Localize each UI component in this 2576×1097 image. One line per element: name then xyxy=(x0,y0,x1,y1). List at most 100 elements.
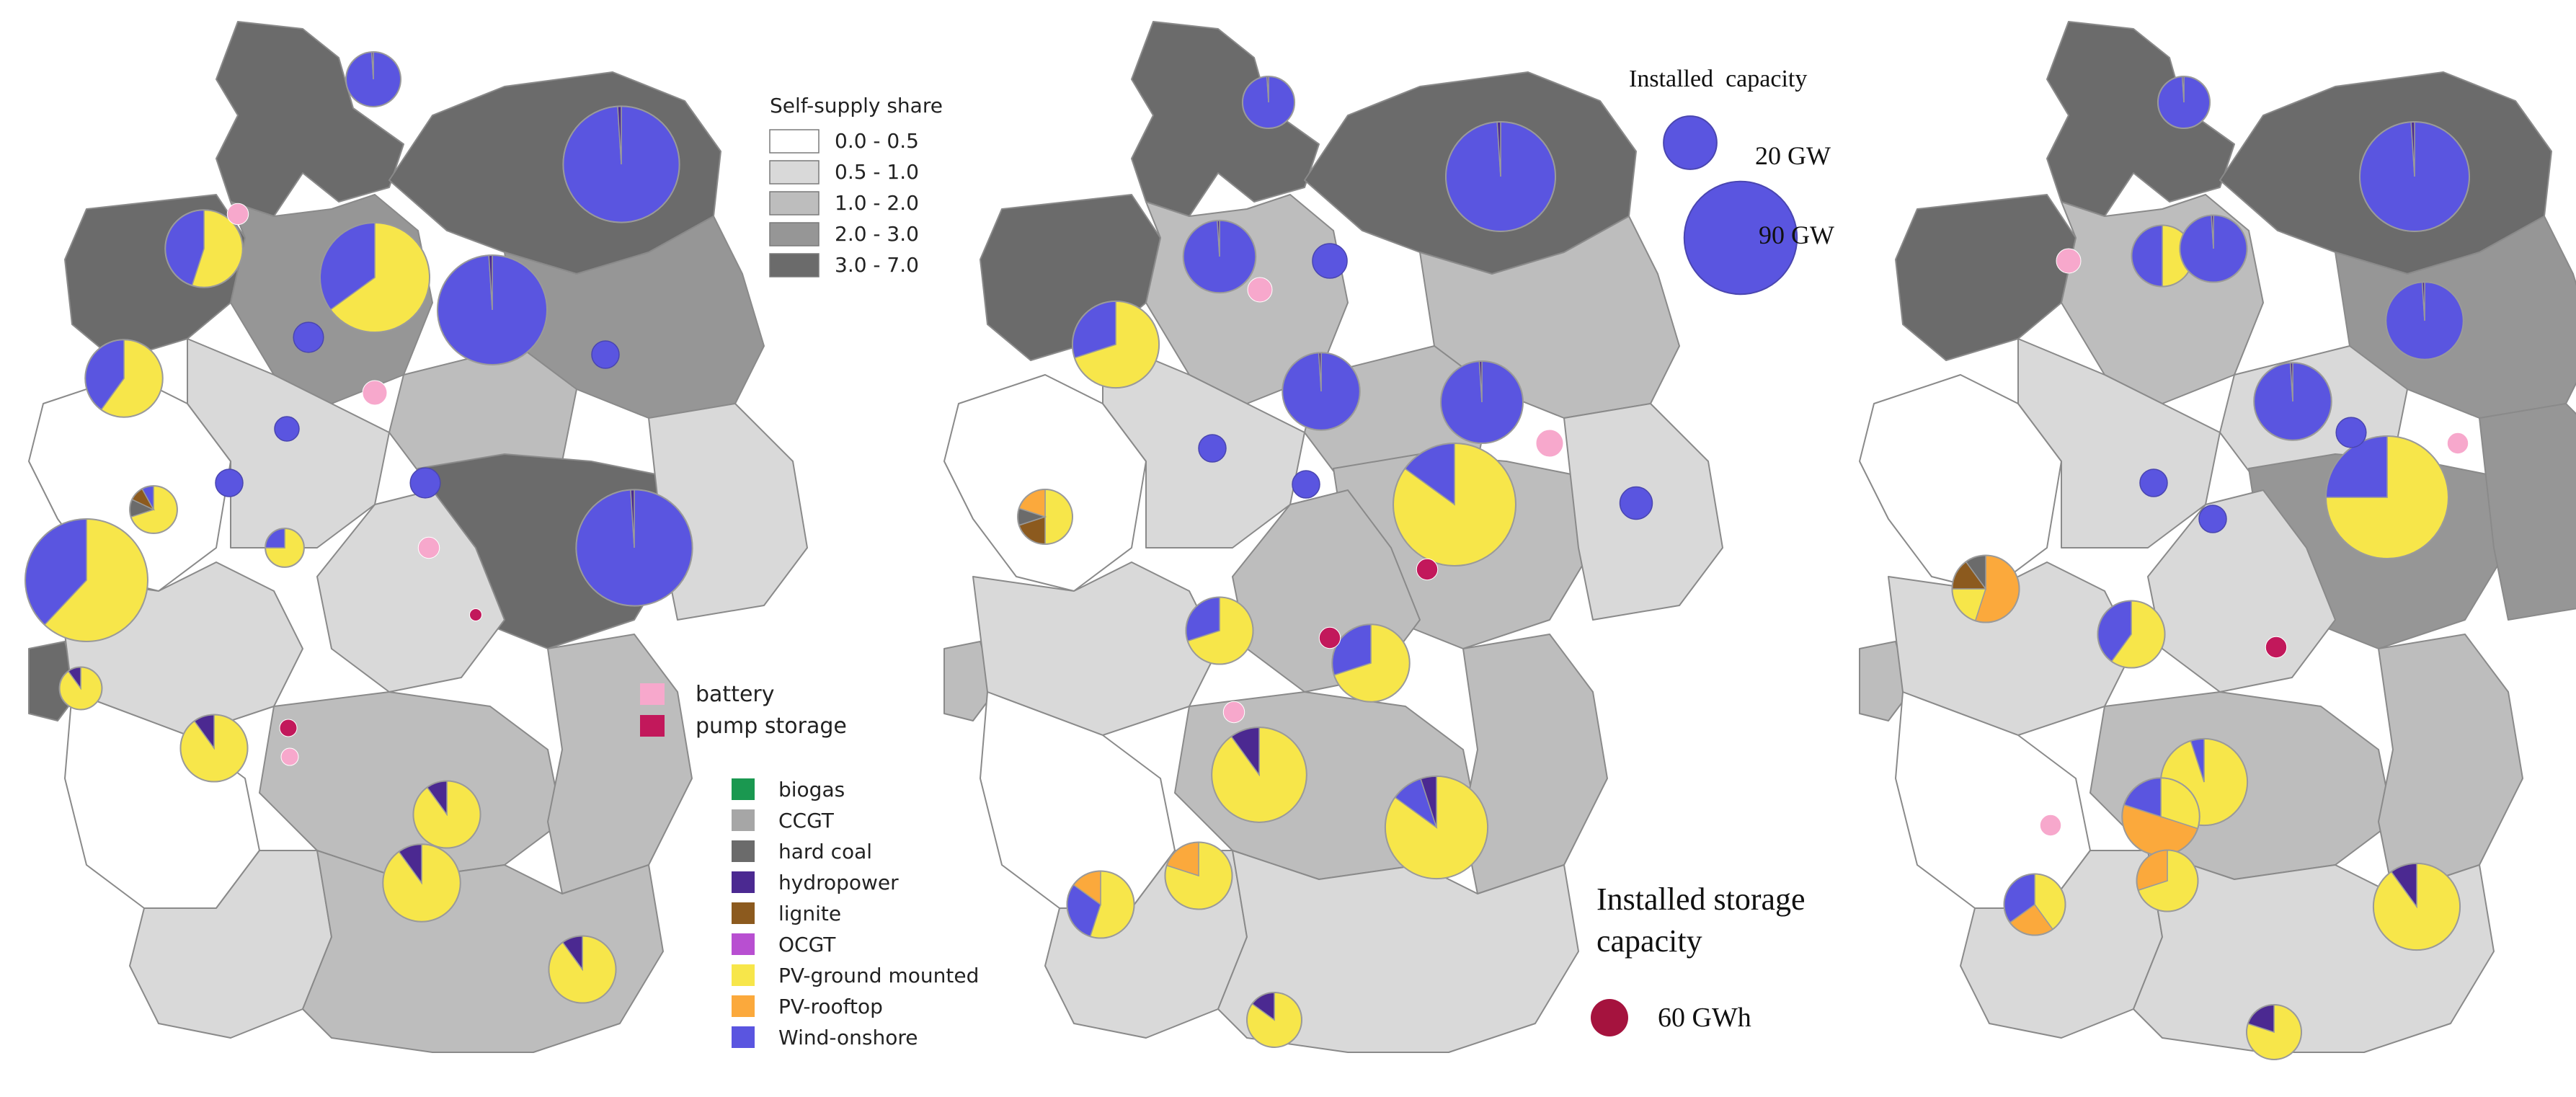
region-aachen xyxy=(943,641,995,721)
capacity-pie xyxy=(2097,600,2166,669)
capacity-pie xyxy=(562,105,680,223)
capacity-pie xyxy=(129,485,178,534)
region-schleswig-holstein xyxy=(1131,21,1320,217)
technology-label: lignite xyxy=(778,902,841,925)
wind-marker xyxy=(274,416,300,442)
technology-label: CCGT xyxy=(778,809,835,832)
capacity-pie xyxy=(412,780,481,849)
pie-outline xyxy=(1951,554,2020,623)
region-bavaria-east xyxy=(1462,634,1608,894)
pie-outline xyxy=(1384,775,1489,880)
pump-marker xyxy=(2265,636,2288,659)
pie-outline xyxy=(1439,360,1524,445)
self-supply-label: 2.0 - 3.0 xyxy=(835,222,919,246)
wind-marker xyxy=(409,467,441,499)
map2-regions xyxy=(943,21,1723,1053)
map1-pies xyxy=(25,50,693,1004)
capacity-pie xyxy=(179,714,249,783)
pie-outline xyxy=(2372,862,2461,951)
region-aachen xyxy=(1859,641,1911,721)
pie-outline xyxy=(2179,214,2248,283)
technology-swatch xyxy=(732,809,755,831)
capacity-pie xyxy=(382,843,461,923)
storage-capacity-title-line1: Installed storage xyxy=(1596,881,1806,917)
map-scenario-3 xyxy=(1859,21,2576,1061)
map3-pies xyxy=(1951,75,2471,1061)
wind-marker xyxy=(2139,468,2168,497)
map2-pies xyxy=(1016,75,1557,1049)
wind-marker xyxy=(2198,505,2227,533)
capacity-legend-label: 90 GW xyxy=(1759,221,1834,249)
pie-outline xyxy=(1182,219,1257,294)
technology-swatch xyxy=(732,840,755,862)
capacity-pie xyxy=(2253,362,2332,441)
technology-label: hard coal xyxy=(778,840,872,863)
pie-outline xyxy=(129,485,178,534)
region-westphalia xyxy=(187,338,390,548)
region-nrw-west xyxy=(1859,374,2062,592)
capacity-pie xyxy=(1071,300,1160,389)
battery-marker xyxy=(2056,248,2082,274)
capacity-legend-label: 20 GW xyxy=(1755,141,1831,170)
capacity-pie xyxy=(2136,849,2199,912)
map3-circles xyxy=(2039,248,2469,837)
self-supply-label: 1.0 - 2.0 xyxy=(835,191,919,215)
region-franconia xyxy=(259,691,563,880)
map-scenario-1: Self-supply share 0.0 - 0.5 0.5 - 1.0 1.0 … xyxy=(25,21,979,1053)
wind-marker xyxy=(1198,434,1227,463)
capacity-pie xyxy=(2003,873,2066,936)
battery-marker xyxy=(1247,277,1273,303)
capacity-pie xyxy=(1182,219,1257,294)
region-nrw-west xyxy=(943,374,1147,592)
wind-marker xyxy=(1619,486,1653,520)
pump-marker xyxy=(1318,626,1341,649)
storage-label: pump storage xyxy=(696,714,847,739)
battery-marker xyxy=(1222,701,1245,724)
battery-marker xyxy=(2039,814,2062,837)
pie-outline xyxy=(1241,75,1296,130)
storage-swatch xyxy=(640,683,665,705)
pie-outline xyxy=(319,221,431,334)
storage-capacity-label: 60 GWh xyxy=(1658,1003,1751,1033)
battery-marker xyxy=(2446,432,2469,455)
pie-outline xyxy=(548,935,617,1004)
technology-label: OCGT xyxy=(778,933,836,956)
self-supply-label: 0.0 - 0.5 xyxy=(835,129,919,153)
pie-outline xyxy=(382,843,461,923)
self-supply-legend: Self-supply share 0.0 - 0.5 0.5 - 1.0 1.0 … xyxy=(769,94,943,277)
pie-outline xyxy=(2325,435,2449,559)
storage-capacity-circle xyxy=(1591,999,1628,1036)
capacity-pie xyxy=(436,254,548,366)
capacity-pie xyxy=(1282,352,1361,431)
battery-marker xyxy=(226,203,249,226)
technology-label: biogas xyxy=(778,778,845,801)
technology-legend: biogas CCGT hard coal hydropower lignite OCGT… xyxy=(732,778,979,1049)
self-supply-swatch xyxy=(769,191,820,216)
pie-outline xyxy=(2245,1003,2303,1061)
wind-marker xyxy=(293,321,324,353)
capacity-pie xyxy=(1241,75,1296,130)
self-supply-swatch xyxy=(769,160,820,185)
pie-outline xyxy=(2136,849,2199,912)
wind-marker xyxy=(2335,417,2367,448)
capacity-pie xyxy=(1393,443,1516,567)
pie-outline xyxy=(2003,873,2066,936)
pie-outline xyxy=(2253,362,2332,441)
map2-circles xyxy=(1198,243,1653,724)
capacity-pie xyxy=(2157,75,2211,130)
pump-marker xyxy=(469,608,482,621)
capacity-pie xyxy=(2358,120,2471,233)
capacity-pie xyxy=(84,339,164,418)
self-supply-swatch xyxy=(769,129,820,154)
battery-marker xyxy=(1535,429,1564,458)
pie-outline xyxy=(58,666,103,711)
capacity-pie xyxy=(1066,870,1135,939)
pie-outline xyxy=(1444,120,1557,233)
pie-outline xyxy=(84,339,164,418)
wind-marker xyxy=(215,468,244,497)
self-supply-legend-title: Self-supply share xyxy=(770,94,943,117)
region-bavaria-east xyxy=(2378,634,2523,894)
pie-outline xyxy=(2157,75,2211,130)
capacity-pie xyxy=(1016,488,1074,546)
